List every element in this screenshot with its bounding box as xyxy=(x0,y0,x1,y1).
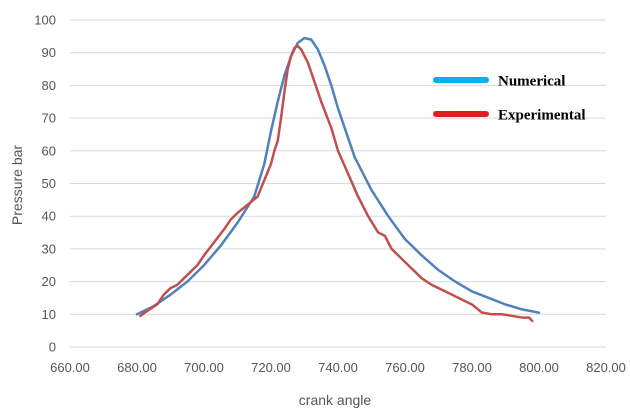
legend-label-experimental: Experimental xyxy=(498,108,586,124)
legend-label-numerical: Numerical xyxy=(498,74,565,90)
x-tick-label: 700.00 xyxy=(184,360,224,375)
axes: 0 10 20 30 40 50 60 70 80 90 100 660.00 680.00 700.00… xyxy=(34,13,626,376)
series-line-numerical xyxy=(135,36,541,316)
x-tick-label: 760.00 xyxy=(385,360,425,375)
x-tick-label: 680.00 xyxy=(117,360,157,375)
y-tick-label: 100 xyxy=(34,13,56,28)
x-tick-label: 720.00 xyxy=(251,360,291,375)
y-tick-label: 30 xyxy=(42,241,56,256)
y-tick-label: 70 xyxy=(42,111,56,126)
x-axis-title: crank angle xyxy=(299,392,372,408)
y-axis-title: Pressure bar xyxy=(9,145,25,225)
x-tick-label: 800.00 xyxy=(519,360,559,375)
series xyxy=(135,36,541,323)
x-tick-label: 740.00 xyxy=(318,360,358,375)
legend: Numerical Experimental xyxy=(433,74,586,124)
series-line-experimental xyxy=(139,44,534,323)
x-tick-label: 820.00 xyxy=(586,360,626,375)
y-tick-label: 60 xyxy=(42,143,56,158)
y-tick-label: 20 xyxy=(42,274,56,289)
y-tick-label: 40 xyxy=(42,209,56,224)
gridlines xyxy=(70,19,606,315)
y-tick-label: 0 xyxy=(49,340,56,355)
y-tick-label: 80 xyxy=(42,78,56,93)
y-tick-label: 50 xyxy=(42,176,56,191)
x-tick-label: 660.00 xyxy=(50,360,90,375)
y-tick-label: 10 xyxy=(42,307,56,322)
x-tick-label: 780.00 xyxy=(452,360,492,375)
y-tick-label: 90 xyxy=(42,45,56,60)
